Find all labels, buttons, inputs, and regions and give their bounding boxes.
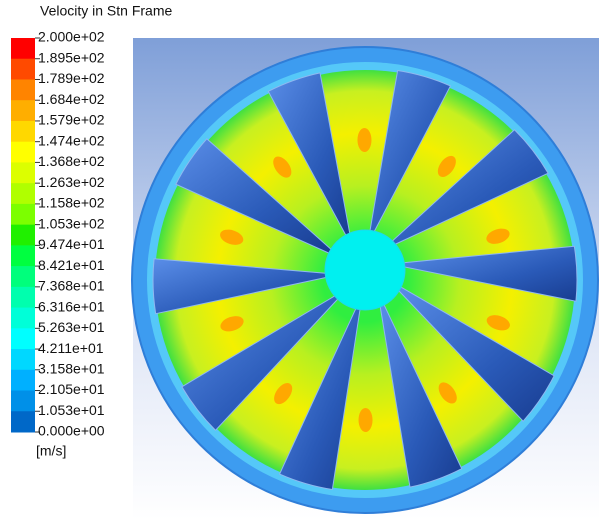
- blade: [278, 306, 361, 491]
- colorbar-band: [11, 328, 35, 350]
- colorbar-label: 1.789e+02: [38, 70, 105, 86]
- high-velocity-spot: [438, 382, 457, 404]
- colorbar-label: 1.368e+02: [38, 153, 105, 169]
- colorbar-band: [11, 120, 35, 143]
- colorbar-label: 0.000e+00: [38, 423, 105, 439]
- colorbar-label: 5.263e+01: [38, 319, 105, 335]
- high-velocity-spot: [358, 407, 373, 432]
- colorbar-label: 6.316e+01: [38, 298, 105, 314]
- high-velocity-spot: [486, 315, 510, 331]
- colorbar-band: [11, 349, 35, 371]
- colorbar-band: [11, 369, 35, 392]
- colorbar-label: 2.000e+02: [38, 29, 105, 45]
- colorbar-band: [11, 203, 35, 226]
- colorbar-label: 1.579e+02: [38, 112, 105, 128]
- colorbar-label: 1.053e+02: [38, 215, 105, 231]
- colorbar-band: [11, 183, 35, 205]
- colorbar-label: 1.158e+02: [38, 195, 105, 211]
- colorbar-band: [11, 307, 35, 329]
- rotor: [152, 69, 578, 491]
- colorbar-band: [11, 38, 35, 60]
- colorbar-band: [11, 411, 35, 433]
- colorbar-label: 9.474e+01: [38, 236, 105, 252]
- blade: [369, 69, 452, 234]
- blade: [267, 72, 351, 238]
- colorbar-label: 8.421e+01: [38, 257, 105, 273]
- high-velocity-spot: [273, 156, 292, 178]
- high-velocity-spot: [220, 316, 244, 332]
- colorbar-label: 7.368e+01: [38, 278, 105, 294]
- colorbar-label: 4.211e+01: [38, 340, 104, 356]
- blade: [401, 245, 578, 302]
- colorbar-label: 3.158e+01: [38, 360, 105, 376]
- colorbar-band: [11, 390, 35, 412]
- colorbar-band: [11, 162, 35, 184]
- blade: [181, 294, 340, 432]
- blade: [175, 138, 334, 255]
- high-velocity-spot: [274, 383, 293, 405]
- blade: [152, 258, 329, 315]
- colorbar-band: [11, 245, 35, 267]
- colorbar-band: [11, 224, 35, 246]
- colorbar-band: [11, 79, 35, 101]
- colorbar-label: 1.474e+02: [38, 132, 105, 148]
- high-velocity-spot: [220, 229, 244, 245]
- legend-title: Velocity in Stn Frame: [40, 3, 172, 19]
- colorbar-label: 1.895e+02: [38, 49, 105, 65]
- colorbar-label: 2.105e+01: [38, 381, 105, 397]
- colorbar-label: 1.053e+01: [38, 402, 105, 418]
- colorbar-label: 1.684e+02: [38, 91, 105, 107]
- blade: [390, 129, 549, 246]
- colorbar-band: [11, 58, 35, 80]
- blade: [379, 302, 463, 488]
- high-velocity-spot: [357, 128, 372, 153]
- colorbar-band: [11, 286, 35, 309]
- hub: [324, 229, 406, 311]
- legend-unit: [m/s]: [36, 443, 66, 459]
- colorbar: 2.000e+02 1.895e+02 1.789e+02 1.684e+02 1.57…: [11, 29, 105, 439]
- colorbar-band: [11, 141, 35, 163]
- colorbar-band: [11, 100, 35, 122]
- high-velocity-spot: [437, 155, 456, 177]
- blade: [397, 285, 555, 422]
- high-velocity-spot: [486, 228, 510, 244]
- colorbar-label: 1.263e+02: [38, 174, 105, 190]
- colorbar-band: [11, 266, 35, 288]
